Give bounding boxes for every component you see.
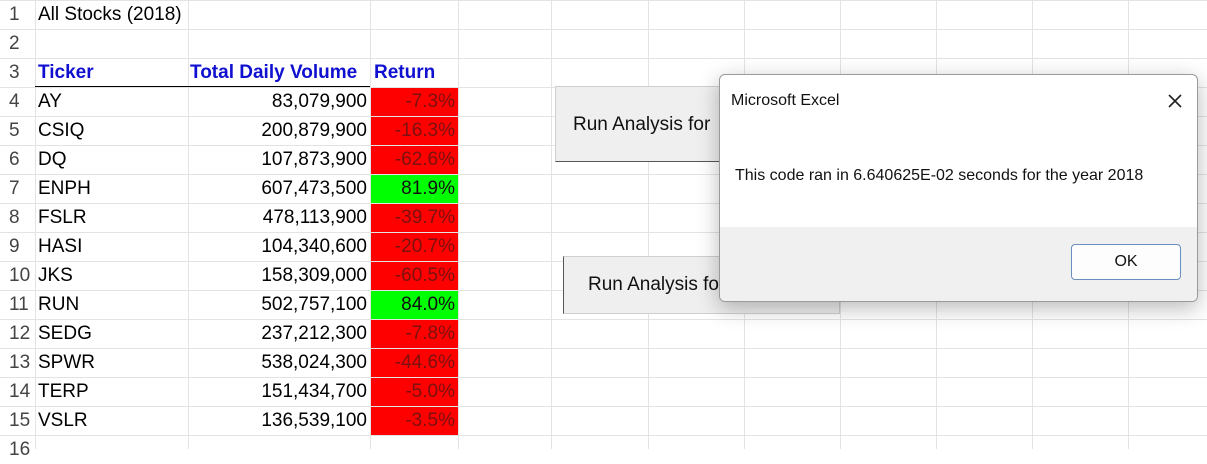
row-number[interactable]: 1 (9, 4, 20, 25)
volume-cell[interactable]: 538,024,300 (261, 352, 367, 373)
gridline (370, 0, 371, 449)
volume-cell[interactable]: 237,212,300 (261, 323, 367, 344)
volume-cell[interactable]: 502,757,100 (261, 294, 367, 315)
ticker-cell[interactable]: VSLR (38, 410, 88, 431)
return-cell[interactable]: -20.7% (371, 233, 458, 261)
gridline (188, 0, 189, 449)
ticker-cell[interactable]: ENPH (38, 178, 91, 199)
sheet-title-cell[interactable]: All Stocks (2018) (38, 4, 182, 25)
volume-cell[interactable]: 478,113,900 (262, 207, 367, 228)
return-cell[interactable]: -44.6% (371, 349, 458, 377)
dialog-title: Microsoft Excel (731, 92, 840, 109)
gridline (35, 0, 36, 449)
ticker-cell[interactable]: DQ (38, 149, 67, 170)
ticker-cell[interactable]: HASI (38, 236, 83, 257)
return-cell[interactable]: -5.0% (371, 378, 458, 406)
volume-cell[interactable]: 107,873,900 (261, 149, 367, 170)
close-icon[interactable] (1163, 89, 1187, 113)
return-cell[interactable]: -7.3% (371, 88, 458, 116)
row-number[interactable]: 4 (9, 91, 20, 112)
row-number[interactable]: 14 (9, 381, 31, 402)
row-number[interactable]: 13 (9, 352, 31, 373)
row-number[interactable]: 9 (9, 236, 20, 257)
message-dialog: Microsoft Excel This code ran in 6.64062… (719, 74, 1198, 302)
run-analysis-button-1[interactable]: Run Analysis for (555, 86, 730, 162)
ticker-cell[interactable]: TERP (38, 381, 89, 402)
return-cell[interactable]: 81.9% (371, 175, 458, 203)
ticker-cell[interactable]: CSIQ (38, 120, 85, 141)
row-number[interactable]: 15 (9, 410, 31, 431)
header-volume[interactable]: Total Daily Volume (190, 62, 358, 83)
return-cell[interactable]: -62.6% (371, 146, 458, 174)
row-number[interactable]: 8 (9, 207, 20, 228)
return-cell[interactable]: -39.7% (371, 204, 458, 232)
gridline (648, 0, 649, 449)
return-cell[interactable]: -3.5% (371, 407, 458, 435)
row-number[interactable]: 7 (9, 178, 20, 199)
row-number[interactable]: 10 (9, 265, 31, 286)
row-number[interactable]: 12 (9, 323, 31, 344)
dialog-footer: OK (720, 227, 1197, 301)
return-cell[interactable]: -60.5% (371, 262, 458, 290)
ticker-cell[interactable]: SPWR (38, 352, 95, 373)
volume-cell[interactable]: 83,079,900 (271, 91, 367, 112)
volume-cell[interactable]: 607,473,500 (261, 178, 367, 199)
row-number[interactable]: 6 (9, 149, 20, 170)
volume-cell[interactable]: 158,309,000 (261, 265, 367, 286)
return-cell[interactable]: -16.3% (371, 117, 458, 145)
volume-cell[interactable]: 136,539,100 (261, 410, 367, 431)
row-number[interactable]: 5 (9, 120, 20, 141)
header-underline (35, 86, 370, 87)
volume-cell[interactable]: 200,879,900 (261, 120, 367, 141)
ticker-cell[interactable]: JKS (38, 265, 73, 286)
return-cell[interactable]: 84.0% (371, 291, 458, 319)
header-ticker[interactable]: Ticker (38, 62, 94, 83)
row-number[interactable]: 2 (9, 33, 20, 54)
ticker-cell[interactable]: AY (38, 91, 62, 112)
volume-cell[interactable]: 151,434,700 (261, 381, 367, 402)
volume-cell[interactable]: 104,340,600 (261, 236, 367, 257)
row-number[interactable]: 11 (9, 294, 29, 315)
ticker-cell[interactable]: FSLR (38, 207, 87, 228)
ticker-cell[interactable]: RUN (38, 294, 80, 315)
ok-button[interactable]: OK (1071, 244, 1181, 280)
header-return[interactable]: Return (374, 62, 436, 83)
return-cell[interactable]: -7.8% (371, 320, 458, 348)
gridline (551, 0, 552, 449)
gridline (458, 0, 459, 449)
row-number[interactable]: 3 (9, 62, 20, 83)
ticker-cell[interactable]: SEDG (38, 323, 92, 344)
row-number[interactable]: 16 (9, 439, 31, 460)
dialog-message: This code ran in 6.640625E-02 seconds fo… (735, 167, 1144, 184)
